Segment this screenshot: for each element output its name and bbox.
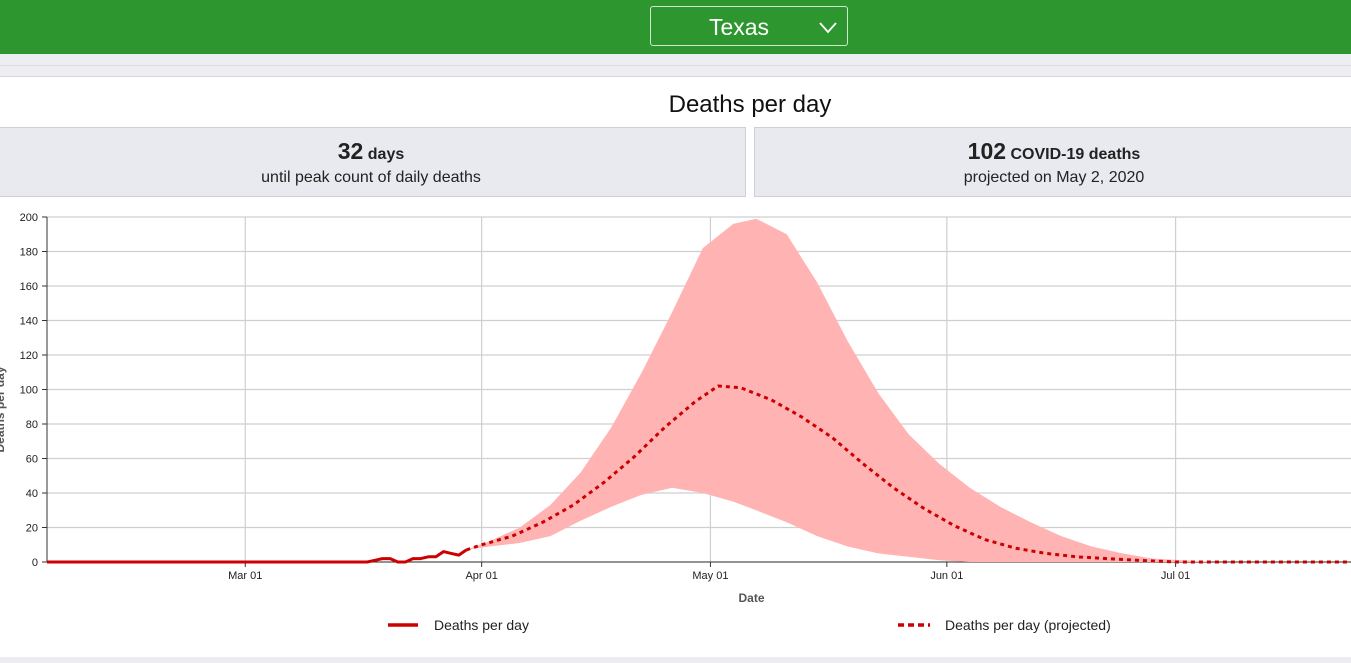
deaths-per-day-chart: 0 20 40 60 80 100 120 140 160 180 200 Mar 01 Apr 01 M…: [0, 212, 1351, 633]
x-tick-label: Apr 01: [465, 570, 497, 582]
y-tick-label: 60: [26, 454, 38, 466]
days-until-peak-card: 32 days until peak count of daily deaths: [0, 127, 746, 197]
panel-title: Deaths per day: [668, 91, 832, 118]
divider: [0, 65, 1351, 66]
peak-deaths-value: 102: [967, 138, 1007, 164]
top-bar: Texas: [0, 0, 1351, 54]
y-tick-label: 80: [26, 419, 38, 431]
x-tick-label: Mar 01: [228, 570, 262, 582]
y-tick-label: 40: [26, 488, 38, 500]
chevron-down-icon: [819, 22, 837, 34]
days-until-peak-unit: days: [367, 146, 405, 163]
y-axis-title: Deaths per day: [0, 366, 7, 452]
peak-deaths-card: 102 COVID-19 deaths projected on May 2, …: [754, 127, 1351, 197]
y-tick-label: 200: [20, 212, 38, 224]
state-select[interactable]: Texas: [650, 6, 848, 46]
days-until-peak-value-line: 32 days: [0, 138, 745, 165]
y-tick-label: 20: [26, 523, 38, 535]
peak-deaths-value-line: 102 COVID-19 deaths: [755, 138, 1351, 165]
y-tick-label: 120: [20, 350, 38, 362]
x-tick-label: Jul 01: [1161, 570, 1190, 582]
x-tick-label: May 01: [692, 570, 728, 582]
y-tick-label: 160: [20, 281, 38, 293]
actual-deaths-line: [47, 548, 468, 564]
legend-actual-label: Deaths per day: [434, 617, 529, 633]
y-tick-label: 0: [32, 557, 38, 569]
bottom-spacer: [0, 657, 1351, 663]
x-tick-label: Jun 01: [930, 570, 963, 582]
state-select-value: Texas: [708, 14, 770, 40]
projection-uncertainty-band: [466, 218, 1214, 562]
x-axis-title: Date: [738, 591, 764, 605]
peak-deaths-unit: COVID-19 deaths: [1010, 146, 1141, 163]
projected-deaths-line: [465, 384, 1351, 564]
y-tick-label: 180: [20, 247, 38, 259]
peak-deaths-caption: projected on May 2, 2020: [963, 169, 1145, 186]
y-tick-label: 100: [20, 385, 38, 397]
days-until-peak-caption: until peak count of daily deaths: [261, 169, 481, 186]
y-tick-label: 140: [20, 316, 38, 328]
days-until-peak-value: 32: [337, 138, 364, 164]
legend-projected-label: Deaths per day (projected): [945, 617, 1111, 633]
